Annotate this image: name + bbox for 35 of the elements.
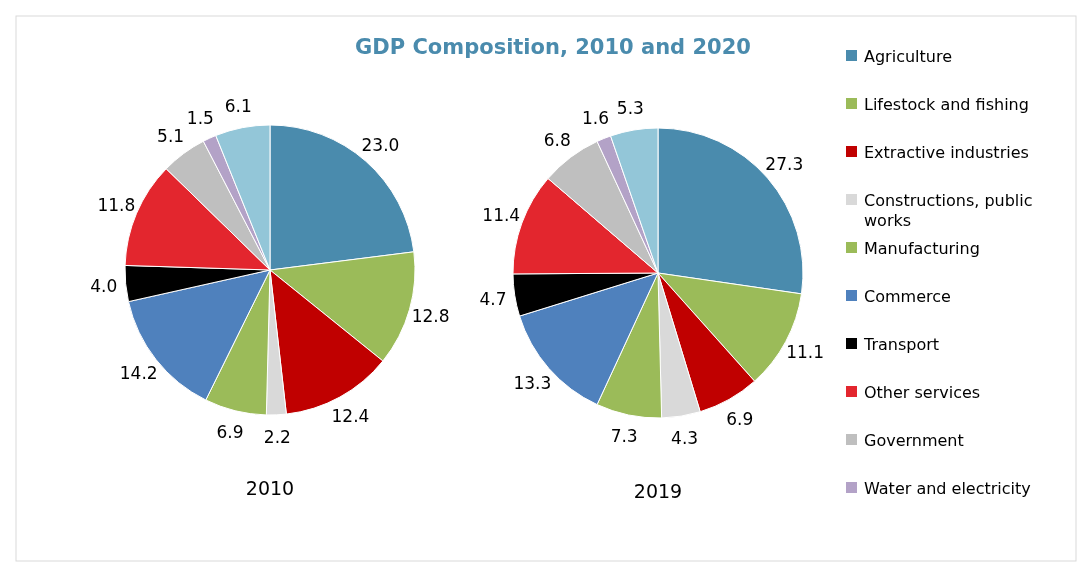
data-label: 11.1 [786,342,825,363]
data-label: 6.1 [224,96,252,117]
data-label: 11.8 [97,194,136,215]
data-label: 12.8 [411,305,450,326]
legend-label: Lifestock and fishing [864,94,1029,114]
data-label: 6.9 [216,422,244,443]
data-label: 7.3 [610,426,638,447]
text: 2010 [245,477,295,499]
text: 2019 [633,480,683,502]
data-label: 14.2 [119,363,158,384]
data-label: 6.8 [543,129,571,150]
data-label: 2.2 [263,426,291,447]
legend-label: Water and electricity [864,478,1031,498]
legend-label: Agriculture [864,46,952,66]
legend-label: Other services [864,382,981,402]
legend-label: Manufacturing [864,238,980,258]
data-label: 5.1 [157,125,185,146]
data-label: 5.3 [616,98,644,119]
data-label: 13.3 [513,372,552,393]
data-label: 4.7 [479,288,507,309]
data-label: 27.3 [765,153,804,174]
data-label: 1.5 [186,108,214,129]
data-label: 6.9 [726,408,754,429]
legend-label: Transport [863,334,940,354]
data-label: 4.3 [671,427,699,448]
data-label: 23.0 [361,134,400,155]
legend-label: Government [864,430,964,450]
legend-label: Constructions, public works [864,190,1033,231]
data-label: 12.4 [331,406,370,427]
chart-title: GDP Composition, 2010 and 2020 [355,35,751,59]
legend-label: Extractive industries [864,142,1029,162]
data-label: 11.4 [482,205,521,226]
data-label: 1.6 [582,108,610,129]
data-label: 4.0 [90,275,118,296]
legend-label: Commerce [864,286,951,306]
